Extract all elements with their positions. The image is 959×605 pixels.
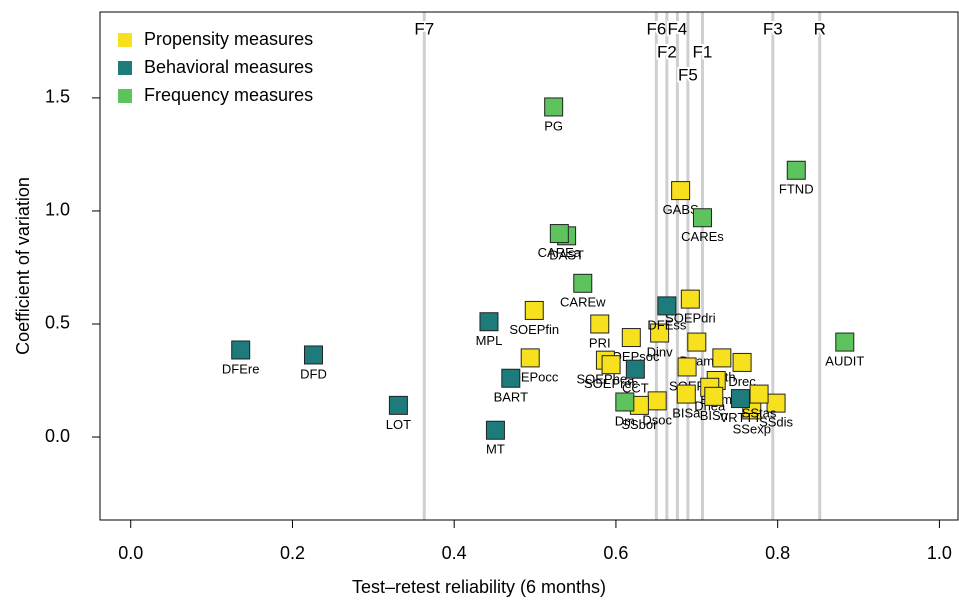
legend-label: Frequency measures — [144, 85, 313, 105]
data-point — [388, 395, 408, 415]
point-label: LOT — [386, 417, 411, 432]
data-point — [479, 312, 499, 332]
x-tick-label: 1.0 — [927, 543, 952, 563]
point-label: SSexp — [733, 421, 771, 436]
point-label: DFEss — [647, 317, 687, 332]
legend-swatch — [118, 61, 132, 75]
point-label: SStas — [742, 406, 777, 421]
x-tick-label: 0.8 — [765, 543, 790, 563]
data-point — [524, 300, 544, 320]
legend-label: Propensity measures — [144, 29, 313, 49]
point-label: Drec — [728, 374, 756, 389]
x-tick-label: 0.4 — [442, 543, 467, 563]
data-point — [549, 224, 569, 244]
legend-swatch — [118, 89, 132, 103]
data-point — [601, 355, 621, 375]
point-label: Dsoc — [642, 412, 672, 427]
data-point — [712, 348, 732, 368]
point-label: BISa — [672, 406, 701, 421]
point-label: FTND — [779, 182, 814, 197]
point-label: SSbor — [621, 417, 658, 432]
x-tick-label: 0.2 — [280, 543, 305, 563]
data-point — [647, 391, 667, 411]
point-label: BART — [494, 390, 528, 405]
y-tick-label: 1.0 — [45, 200, 70, 220]
point-label: CAREw — [560, 295, 606, 310]
data-point — [677, 357, 697, 377]
point-label: PG — [544, 118, 563, 133]
y-tick-label: 1.5 — [45, 87, 70, 107]
data-point — [501, 368, 521, 388]
data-point — [732, 352, 752, 372]
point-label: Dinv — [647, 344, 674, 359]
data-point — [657, 296, 677, 316]
point-label: GABS — [663, 202, 699, 217]
point-label: AUDIT — [825, 354, 864, 369]
point-label: Dm — [615, 413, 635, 428]
data-point — [680, 289, 700, 309]
plot-frame — [99, 11, 959, 521]
point-label: DFEre — [222, 361, 260, 376]
point-label: BISn — [700, 408, 728, 423]
y-tick-label: 0.0 — [45, 426, 70, 446]
data-point — [231, 340, 251, 360]
data-point — [730, 389, 750, 409]
data-point — [590, 314, 610, 334]
point-label: CAREs — [681, 229, 724, 244]
point-label: CCT — [622, 381, 649, 396]
point-label: DAST — [549, 247, 584, 262]
reference-label: F5 — [678, 65, 698, 84]
point-label: MT — [486, 442, 505, 457]
x-axis-label: Test–retest reliability (6 months) — [352, 577, 606, 597]
reference-label: F4 — [667, 19, 687, 38]
data-point — [573, 273, 593, 293]
legend-swatch — [118, 33, 132, 47]
reference-label: R — [814, 19, 826, 38]
point-label: SOEPhea — [577, 372, 636, 387]
point-label: SOEPrec — [584, 376, 639, 391]
reference-label: F7 — [414, 19, 434, 38]
point-label: VRTTT — [720, 410, 762, 425]
y-tick-label: 0.5 — [45, 313, 70, 333]
x-tick-label: 0.6 — [603, 543, 628, 563]
reference-label: F2 — [657, 42, 677, 61]
point-label: SSdis — [759, 415, 793, 430]
data-point — [749, 384, 769, 404]
point-label: DFD — [300, 366, 327, 381]
data-point — [687, 332, 707, 352]
reference-label: F3 — [763, 19, 783, 38]
point-label: PRI — [589, 335, 611, 350]
point-label: SOEPfin — [509, 322, 559, 337]
data-point — [704, 386, 724, 406]
legend-label: Behavioral measures — [144, 57, 313, 77]
data-point — [625, 359, 645, 379]
point-label: SOEPdri — [665, 311, 716, 326]
data-point — [615, 392, 635, 412]
y-axis-label: Coefficient of variation — [13, 177, 33, 355]
x-tick-label: 0.0 — [118, 543, 143, 563]
data-point — [786, 160, 806, 180]
data-point — [676, 384, 696, 404]
data-point — [485, 420, 505, 440]
data-point — [621, 328, 641, 348]
data-point — [835, 332, 855, 352]
data-point — [692, 208, 712, 228]
data-point — [303, 345, 323, 365]
data-point — [520, 348, 540, 368]
data-point — [544, 97, 564, 117]
data-point — [671, 181, 691, 201]
point-label: MPL — [476, 333, 503, 348]
point-label: CAREa — [538, 245, 582, 260]
data-point — [650, 323, 670, 343]
reference-label: F1 — [693, 42, 713, 61]
reference-label: F6 — [646, 19, 666, 38]
